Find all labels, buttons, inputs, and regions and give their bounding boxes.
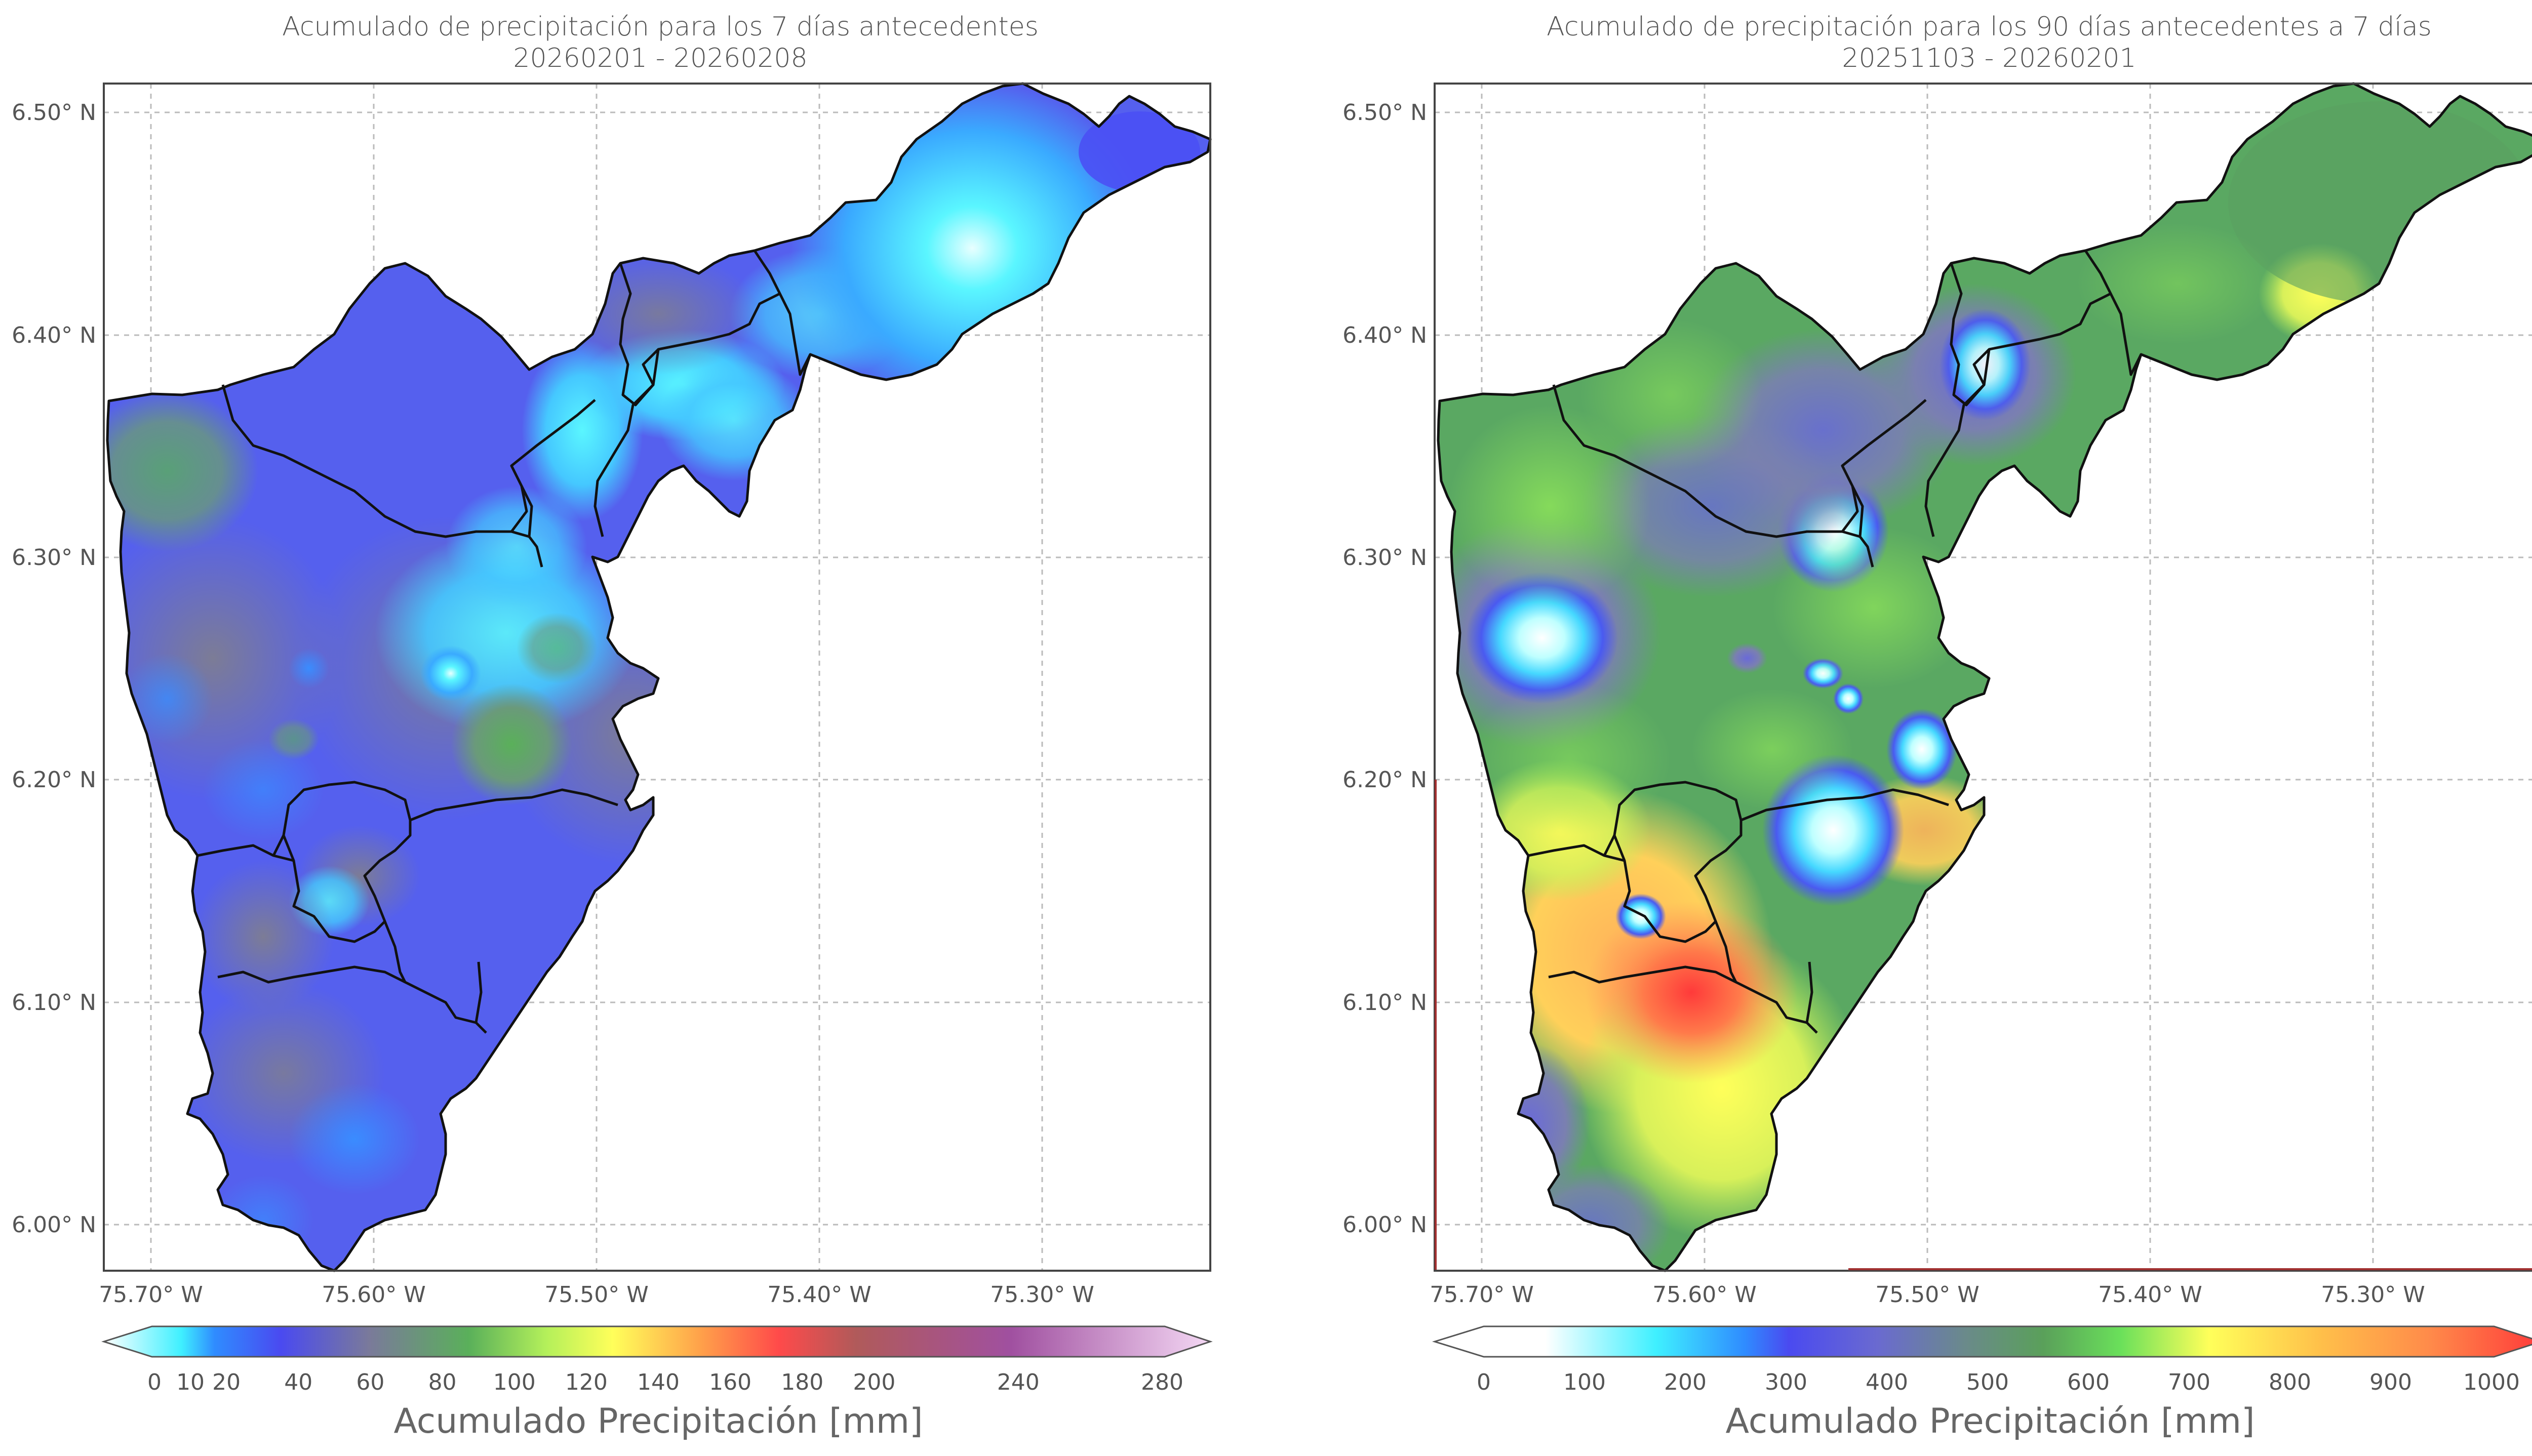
colorbar-tick-label: 280: [1141, 1369, 1183, 1395]
right-colorbar-ticks: 0 100 200 300 400 500 600 700 800 900 1000: [1477, 1369, 2520, 1395]
lon-label: 75.60° W: [322, 1282, 425, 1308]
lat-label: 6.50° N: [12, 100, 96, 126]
left-lon-labels: 75.70° W 75.60° W 75.50° W 75.40° W 75.3…: [99, 1282, 1094, 1308]
colorbar-tick-label: 300: [1765, 1369, 1807, 1395]
left-colorbar-label: Acumulado Precipitación [mm]: [393, 1401, 923, 1441]
colorbar-tick-label: 800: [2269, 1369, 2311, 1395]
colorbar-tick-label: 140: [637, 1369, 680, 1395]
colorbar-tick-label: 20: [212, 1369, 241, 1395]
colorbar-tick-label: 60: [356, 1369, 384, 1395]
colorbar-tick-label: 100: [493, 1369, 536, 1395]
left-lat-labels: 6.50° N 6.40° N 6.30° N 6.20° N 6.10° N …: [12, 100, 96, 1238]
right-map-panel: Acumulado de precipitación para los 90 d…: [1342, 12, 2532, 1441]
right-colorbar-bar: [1432, 1325, 2532, 1358]
left-precip-field: [107, 84, 1210, 1271]
left-colorbar-ticks: 0 10 20 40 60 80 100 120 140 160 180 200 240 280: [147, 1369, 1183, 1395]
right-lon-labels: 75.70° W 75.60° W 75.50° W 75.40° W 75.3…: [1430, 1282, 2425, 1308]
colorbar-tick-label: 0: [1477, 1369, 1491, 1395]
lon-label: 75.70° W: [1430, 1282, 1533, 1308]
right-lat-labels: 6.50° N 6.40° N 6.30° N 6.20° N 6.10° N …: [1342, 100, 1427, 1238]
lon-label: 75.60° W: [1652, 1282, 1756, 1308]
colorbar-tick-label: 200: [1664, 1369, 1707, 1395]
left-colorbar-bar: [101, 1325, 1213, 1358]
left-municipal-borders: [197, 250, 812, 1034]
colorbar-tick-label: 40: [284, 1369, 312, 1395]
left-axes-frame: [103, 83, 1211, 1272]
lon-label: 75.40° W: [2098, 1282, 2202, 1308]
lat-label: 6.30° N: [12, 545, 96, 571]
lat-label: 6.20° N: [12, 767, 96, 793]
left-title-line1: Acumulado de precipitación para los 7 dí…: [282, 12, 1039, 42]
right-colorbar: 0 100 200 300 400 500 600 700 800 900 1000 Acumula…: [1432, 1325, 2532, 1441]
colorbar-tick-label: 160: [709, 1369, 751, 1395]
lat-label: 6.00° N: [1342, 1212, 1427, 1238]
lon-label: 75.70° W: [99, 1282, 203, 1308]
colorbar-tick-label: 900: [2369, 1369, 2412, 1395]
lat-label: 6.20° N: [1342, 767, 1427, 793]
lon-label: 75.30° W: [990, 1282, 1094, 1308]
colorbar-tick-label: 180: [781, 1369, 823, 1395]
colorbar-tick-label: 120: [565, 1369, 608, 1395]
right-municipal-borders: [1528, 250, 2143, 1034]
colorbar-tick-label: 400: [1866, 1369, 1908, 1395]
colorbar-tick-label: 600: [2067, 1369, 2110, 1395]
lon-label: 75.40° W: [767, 1282, 871, 1308]
lat-label: 6.40° N: [1342, 322, 1427, 348]
left-colorbar: 0 10 20 40 60 80 100 120 140 160 180 200 240 280 Acum…: [101, 1325, 1213, 1441]
right-axes-frame: [1434, 83, 2532, 1272]
colorbar-tick-label: 200: [853, 1369, 895, 1395]
lon-label: 75.30° W: [2321, 1282, 2425, 1308]
colorbar-tick-label: 700: [2168, 1369, 2210, 1395]
lat-label: 6.50° N: [1342, 100, 1427, 126]
colorbar-tick-label: 0: [147, 1369, 162, 1395]
colorbar-tick-label: 10: [176, 1369, 205, 1395]
lat-label: 6.10° N: [1342, 990, 1427, 1016]
right-colorbar-label: Acumulado Precipitación [mm]: [1725, 1401, 2254, 1441]
left-map-panel: Acumulado de precipitación para los 7 dí…: [12, 12, 1213, 1441]
colorbar-tick-label: 500: [1966, 1369, 2009, 1395]
right-title-line2: 20251103 - 20260201: [1842, 43, 2136, 73]
left-title-line2: 20260201 - 20260208: [513, 43, 807, 73]
lat-label: 6.00° N: [12, 1212, 96, 1238]
colorbar-tick-label: 240: [997, 1369, 1040, 1395]
right-title-line1: Acumulado de precipitación para los 90 d…: [1547, 12, 2432, 42]
colorbar-tick-label: 80: [428, 1369, 457, 1395]
lat-label: 6.40° N: [12, 322, 96, 348]
colorbar-tick-label: 100: [1563, 1369, 1606, 1395]
lat-label: 6.30° N: [1342, 545, 1427, 571]
lat-label: 6.10° N: [12, 990, 96, 1016]
lon-label: 75.50° W: [544, 1282, 648, 1308]
lon-label: 75.50° W: [1875, 1282, 1979, 1308]
colorbar-tick-label: 1000: [2463, 1369, 2520, 1395]
